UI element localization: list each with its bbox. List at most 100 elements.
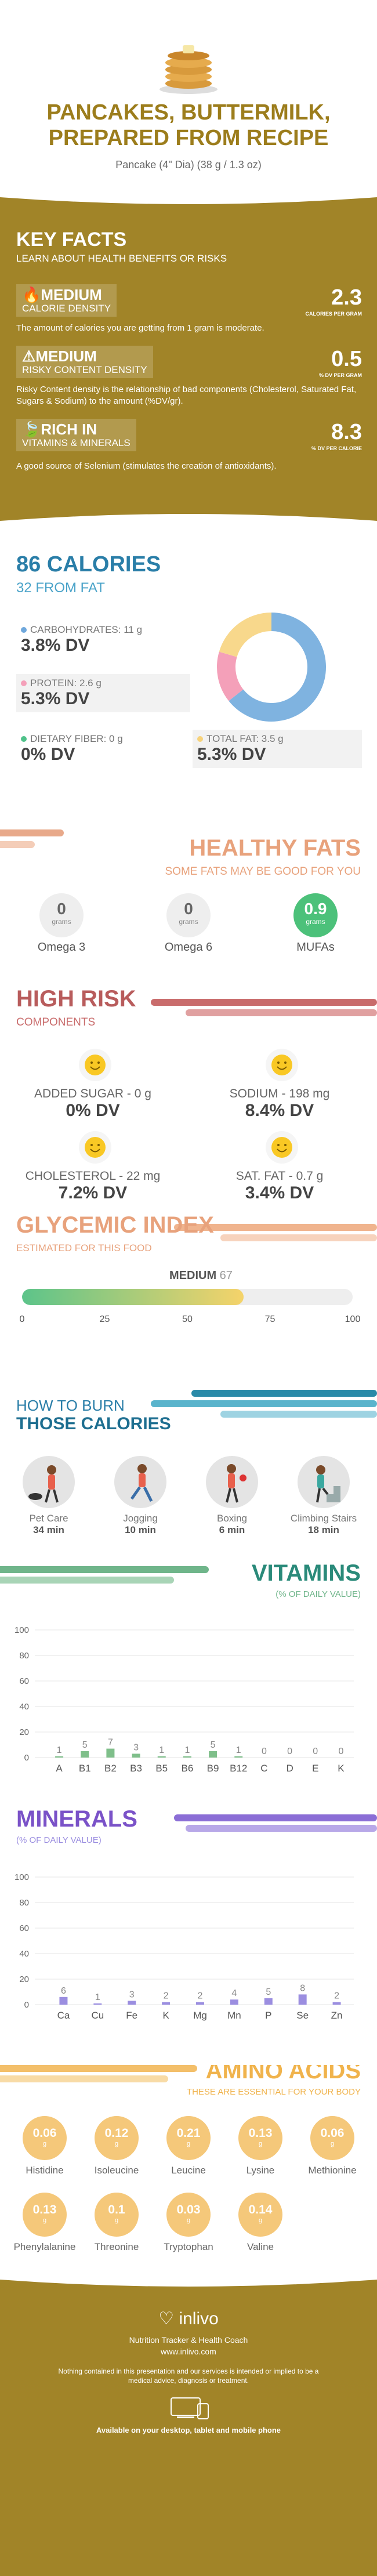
vitamins-minerals-unit: % DV PER CALORIE (311, 445, 362, 451)
vitamins-value-label: 1 (236, 1745, 241, 1755)
calorie-donut-chart (217, 613, 326, 722)
wave-decoration (0, 191, 377, 204)
minerals-title: MINERALS (16, 1810, 137, 1832)
risky-density-value: 0.5 (331, 347, 362, 371)
footer: ♡ inlivo Nutrition Tracker & Health Coac… (0, 2274, 377, 2576)
protein-label: PROTEIN: 2.6 g (30, 677, 102, 689)
amino-acids-section: AMINO ACIDS THESE ARE ESSENTIAL FOR YOUR… (0, 2065, 377, 2274)
fat-item: TOTAL FAT: 3.5 g 5.3% DV (193, 730, 362, 768)
vitamins-bar (209, 1751, 217, 1758)
risky-density-desc: Risky Content density is the relationshi… (16, 385, 357, 406)
fat-label: TOTAL FAT: 3.5 g (206, 733, 284, 744)
vitamins-value-label: 1 (184, 1745, 190, 1755)
stripe-decoration (186, 1009, 377, 1016)
tryptophan-unit: g (186, 2217, 191, 2224)
leucine-circle: 0.21 g (166, 2116, 211, 2160)
vitamins-minerals-label: VITAMINS & MINERALS (22, 437, 130, 448)
vitamins-category-label: B3 (130, 1763, 142, 1774)
vitamins-value-label: 3 (133, 1742, 139, 1752)
minerals-value-label: 5 (266, 1987, 271, 1997)
stripe-decoration (151, 1400, 377, 1407)
healthy-fats-subtitle: SOME FATS MAY BE GOOD FOR YOU (165, 865, 361, 878)
minerals-subtitle: (% OF DAILY VALUE) (16, 1835, 102, 1845)
phenylalanine-label: Phenylalanine (13, 2241, 76, 2252)
vitamins-ytick-label: 40 (19, 1702, 29, 1712)
minerals-ytick-label: 20 (19, 1974, 29, 1984)
stripe-decoration (186, 1825, 377, 1832)
devices-icon (171, 2397, 209, 2419)
methionine-unit: g (330, 2140, 335, 2147)
vitamins-category-label: B5 (155, 1763, 168, 1774)
high-risk-title: HIGH RISK (16, 986, 136, 1012)
footer-available: Available on your desktop, tablet and mo… (96, 2426, 281, 2434)
amino-title: AMINO ACIDS (205, 2065, 361, 2084)
valine-unit: g (258, 2217, 263, 2224)
glycemic-section: GLYCEMIC INDEX ESTIMATED FOR THIS FOOD M… (0, 1207, 377, 1381)
minerals-bar (264, 1998, 273, 2005)
added-sugar-dv: 0% DV (66, 1101, 120, 1120)
glycemic-reading: MEDIUM 67 (169, 1269, 233, 1282)
sodium-item: SODIUM - 198 mg 8.4% DV (193, 1087, 367, 1121)
histidine-value: 0.06 (32, 2126, 57, 2140)
sat-fat-dv: 3.4% DV (245, 1183, 314, 1202)
glycemic-level: MEDIUM (169, 1269, 217, 1282)
minerals-category-label: Mg (193, 2010, 207, 2021)
vitamins-value-label: 5 (211, 1740, 216, 1750)
omega6-unit: grams (179, 918, 198, 926)
vitamins-subtitle: (% OF DAILY VALUE) (276, 1589, 361, 1599)
vitamins-value-label: 1 (159, 1745, 164, 1755)
minerals-value-label: 4 (231, 1988, 237, 1998)
wave-decoration (0, 514, 377, 528)
burn-title-bottom: THOSE CALORIES (16, 1414, 171, 1433)
minerals-bar (128, 2001, 136, 2005)
carbohydrates-dot (21, 627, 27, 633)
stripe-decoration (0, 2065, 197, 2072)
footer-site-link[interactable]: www.inlivo.com (161, 2347, 216, 2356)
key-facts-title: KEY FACTS (16, 229, 127, 251)
leaf-icon: 🍃 (22, 421, 41, 438)
valine-value: 0.14 (248, 2203, 273, 2216)
jogging-time: 10 min (125, 1524, 156, 1535)
minerals-bar (93, 2003, 102, 2005)
isoleucine-label: Isoleucine (94, 2165, 139, 2176)
wave-decoration (0, 2274, 377, 2287)
serving-size: Pancake (4" Dia) (38 g / 1.3 oz) (115, 159, 262, 171)
methionine-label: Methionine (308, 2165, 357, 2176)
calories-title: 86 CALORIES (16, 552, 161, 577)
calorie-density-level: MEDIUM (41, 286, 102, 303)
fiber-item: DIETARY FIBER: 0 g 0% DV (16, 730, 179, 768)
leucine-value: 0.21 (176, 2126, 201, 2140)
omega6-circle: 0 grams (166, 893, 211, 937)
calories-section: 86 CALORIES 32 FROM FAT CARBOHYDRATES: 1… (0, 528, 377, 876)
fat-dot (197, 736, 203, 742)
climbing-stairs-label: Climbing Stairs (290, 1513, 357, 1524)
stairs-icon (298, 1456, 350, 1508)
histidine-label: Histidine (26, 2165, 64, 2176)
climbing-stairs-item: Climbing Stairs 18 min (283, 1456, 364, 1536)
vitamins-bar (132, 1753, 140, 1758)
high-risk-subtitle: COMPONENTS (16, 1016, 96, 1028)
glycemic-fill (22, 1289, 244, 1305)
glycemic-subtitle: ESTIMATED FOR THIS FOOD (16, 1242, 152, 1253)
glycemic-title: GLYCEMIC INDEX (16, 1212, 214, 1238)
vitamins-title: VITAMINS (251, 1560, 361, 1586)
calorie-density-label: CALORIE DENSITY (22, 303, 111, 314)
isoleucine-unit: g (114, 2140, 119, 2147)
valine-circle: 0.14 g (238, 2193, 282, 2237)
vitamins-ytick-label: 0 (24, 1753, 29, 1763)
vitamins-bar (157, 1756, 166, 1758)
fiber-dv: 0% DV (21, 745, 75, 764)
vitamins-value-label: 5 (82, 1740, 88, 1750)
minerals-bar (332, 2002, 341, 2005)
vitamins-bar (183, 1756, 191, 1758)
isoleucine-value: 0.12 (104, 2126, 129, 2140)
added-sugar-label: ADDED SUGAR - 0 g (34, 1087, 151, 1100)
minerals-value-label: 1 (95, 1992, 100, 2002)
omega3-label: Omega 3 (37, 941, 86, 954)
vitamins-bar (106, 1748, 115, 1758)
vitamins-category-label: B6 (182, 1763, 194, 1774)
sat-fat-item: SAT. FAT - 0.7 g 3.4% DV (193, 1169, 367, 1203)
donut-slice-protein (217, 651, 244, 701)
glycemic-value: 67 (219, 1269, 233, 1282)
threonine-value: 0.1 (108, 2203, 125, 2216)
